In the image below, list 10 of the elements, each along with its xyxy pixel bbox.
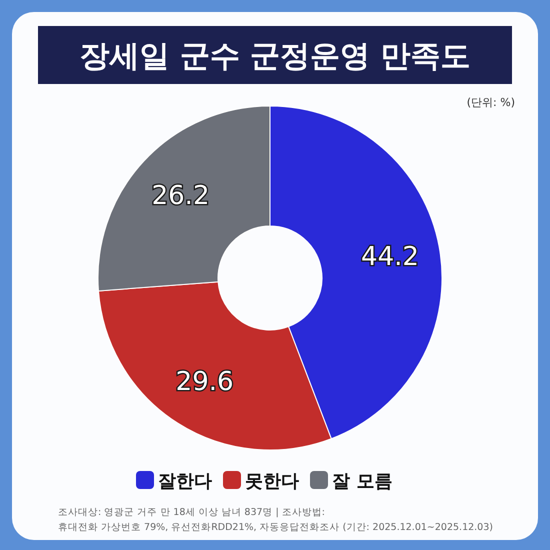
chart-title: 장세일 군수 군정운영 만족도 bbox=[79, 39, 471, 74]
legend-label: 잘 모름 bbox=[332, 471, 392, 492]
data-label: 44.2 bbox=[361, 242, 419, 272]
legend-label: 못한다 bbox=[245, 471, 299, 492]
data-label: 29.6 bbox=[176, 367, 234, 398]
text: (단위: %) bbox=[466, 96, 515, 109]
legend-label: 잘한다 bbox=[158, 471, 212, 492]
data-label: 26.2 bbox=[152, 181, 210, 212]
text: 조사대상: 영광군 거주 만 18세 이상 남녀 837명 | 조사방법: bbox=[58, 507, 326, 518]
text: 휴대전화 가상번호 79%, 유선전화RDD21%, 자동응답전화조사 (기간: 2025.12.01~2025.12.03) bbox=[58, 522, 493, 533]
